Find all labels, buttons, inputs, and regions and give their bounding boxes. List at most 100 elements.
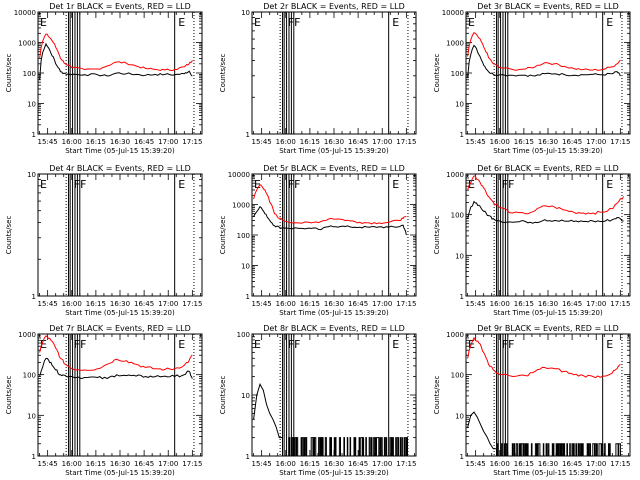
marker-annotation: E	[254, 16, 261, 29]
marker-annotation: FF	[288, 178, 301, 191]
x-tick-label: 16:15	[514, 138, 534, 146]
x-axis-label: Start Time (05-Jul-15 15:39:20)	[279, 309, 389, 317]
x-tick-label: 17:00	[158, 138, 178, 146]
panel-title: Det 8r BLACK = Events, RED = LLD	[263, 324, 405, 333]
x-tick-label: 17:00	[158, 300, 178, 308]
y-axis-label: Counts/sec	[5, 216, 13, 255]
y-tick-label: 1000	[18, 40, 36, 48]
y-tick-label: 1	[32, 293, 36, 301]
series-events-line	[467, 411, 621, 457]
y-tick-label: 1	[246, 131, 250, 139]
x-tick-label: 16:15	[300, 300, 320, 308]
x-tick-label: 17:00	[586, 138, 606, 146]
y-axis-label: Counts/sec	[219, 54, 227, 93]
x-tick-label: 16:30	[110, 460, 130, 468]
y-tick-label: 100	[23, 70, 36, 78]
x-tick-label: 17:00	[586, 300, 606, 308]
x-tick-label: 15:45	[252, 138, 272, 146]
marker-annotation: E	[392, 338, 399, 351]
y-tick-label: 1	[460, 453, 464, 461]
series-events-line	[253, 205, 407, 236]
x-tick-label: 16:45	[134, 138, 154, 146]
y-tick-label: 1	[32, 453, 36, 461]
y-tick-label: 1	[32, 131, 36, 139]
y-tick-label: 10	[455, 412, 464, 420]
x-tick-label: 16:00	[62, 300, 82, 308]
series-events-line	[39, 357, 193, 380]
y-tick-label: 10	[455, 101, 464, 109]
x-tick-label: 17:15	[396, 460, 416, 468]
x-tick-label: 16:15	[300, 460, 320, 468]
y-axis-label: Counts/sec	[219, 216, 227, 255]
x-tick-label: 15:45	[252, 300, 272, 308]
panel-7: Det 7r BLACK = Events, RED = LLD 1 10 100 10…	[5, 324, 203, 477]
x-tick-label: 17:15	[182, 138, 202, 146]
marker-annotation: FF	[288, 338, 301, 351]
x-tick-label: 17:15	[610, 138, 630, 146]
y-tick-label: 1000	[446, 40, 464, 48]
marker-annotation: FF	[502, 338, 515, 351]
panel-3: Det 3r BLACK = Events, RED = LLD 1 10 100 10…	[433, 2, 631, 155]
marker-annotation: E	[40, 178, 47, 191]
panel-title: Det 2r BLACK = Events, RED = LLD	[263, 2, 405, 11]
y-tick-label: 1	[246, 293, 250, 301]
y-tick-label: 10	[455, 252, 464, 260]
y-tick-label: 10	[241, 263, 250, 271]
marker-annotation: E	[606, 178, 613, 191]
panel-title: Det 3r BLACK = Events, RED = LLD	[477, 2, 619, 11]
x-axis-label: Start Time (05-Jul-15 15:39:20)	[493, 309, 603, 317]
y-tick-label: 1	[460, 293, 464, 301]
y-tick-label: 1000	[446, 171, 464, 179]
marker-annotation: E	[40, 338, 47, 351]
panel-5: Det 5r BLACK = Events, RED = LLD 1 10 100 10…	[219, 164, 417, 317]
panel-title: Det 5r BLACK = Events, RED = LLD	[263, 164, 405, 173]
y-tick-label: 1	[246, 453, 250, 461]
axes-frame	[37, 173, 203, 297]
x-tick-label: 16:00	[490, 138, 510, 146]
y-axis-label: Counts/sec	[219, 376, 227, 415]
x-tick-label: 16:15	[300, 138, 320, 146]
x-tick-label: 17:00	[586, 460, 606, 468]
marker-annotation: E	[392, 16, 399, 29]
x-tick-label: 16:45	[134, 460, 154, 468]
x-tick-label: 16:45	[562, 300, 582, 308]
series-events-line	[253, 383, 410, 457]
series-lld-line	[39, 335, 193, 371]
x-axis-label: Start Time (05-Jul-15 15:39:20)	[493, 469, 603, 477]
x-tick-label: 17:15	[610, 460, 630, 468]
axes-frame	[251, 11, 417, 135]
x-tick-label: 17:00	[372, 300, 392, 308]
x-tick-label: 17:15	[182, 300, 202, 308]
y-tick-label: 10	[241, 9, 250, 17]
x-axis-label: Start Time (05-Jul-15 15:39:20)	[279, 147, 389, 155]
x-axis-label: Start Time (05-Jul-15 15:39:20)	[65, 309, 175, 317]
x-tick-label: 16:00	[62, 138, 82, 146]
panel-title: Det 4r BLACK = Events, RED = LLD	[49, 164, 191, 173]
x-tick-label: 17:15	[610, 300, 630, 308]
y-tick-label: 10000	[14, 9, 36, 17]
panel-9: Det 9r BLACK = Events, RED = LLD 1 10 100 10…	[433, 324, 631, 477]
marker-annotation: E	[606, 16, 613, 29]
panel-6: Det 6r BLACK = Events, RED = LLD 1 10 100 10…	[433, 164, 631, 317]
series-events-line	[467, 200, 624, 224]
y-axis-label: Counts/sec	[433, 376, 441, 415]
x-tick-label: 16:30	[538, 300, 558, 308]
y-tick-label: 10000	[228, 171, 250, 179]
axes-frame	[465, 173, 631, 297]
x-tick-label: 16:30	[110, 300, 130, 308]
y-tick-label: 10000	[442, 9, 464, 17]
series-lld-line	[39, 33, 193, 72]
x-tick-label: 16:30	[538, 138, 558, 146]
x-tick-label: 17:00	[372, 138, 392, 146]
panel-title: Det 1r BLACK = Events, RED = LLD	[49, 2, 191, 11]
axes-frame	[37, 333, 203, 457]
y-tick-label: 10	[27, 171, 36, 179]
y-tick-label: 1	[460, 131, 464, 139]
series-lld-line	[467, 336, 621, 379]
marker-annotation: FF	[288, 16, 301, 29]
x-tick-label: 16:45	[348, 300, 368, 308]
y-tick-label: 100	[451, 372, 464, 380]
x-tick-label: 16:45	[562, 460, 582, 468]
x-tick-label: 17:00	[372, 460, 392, 468]
